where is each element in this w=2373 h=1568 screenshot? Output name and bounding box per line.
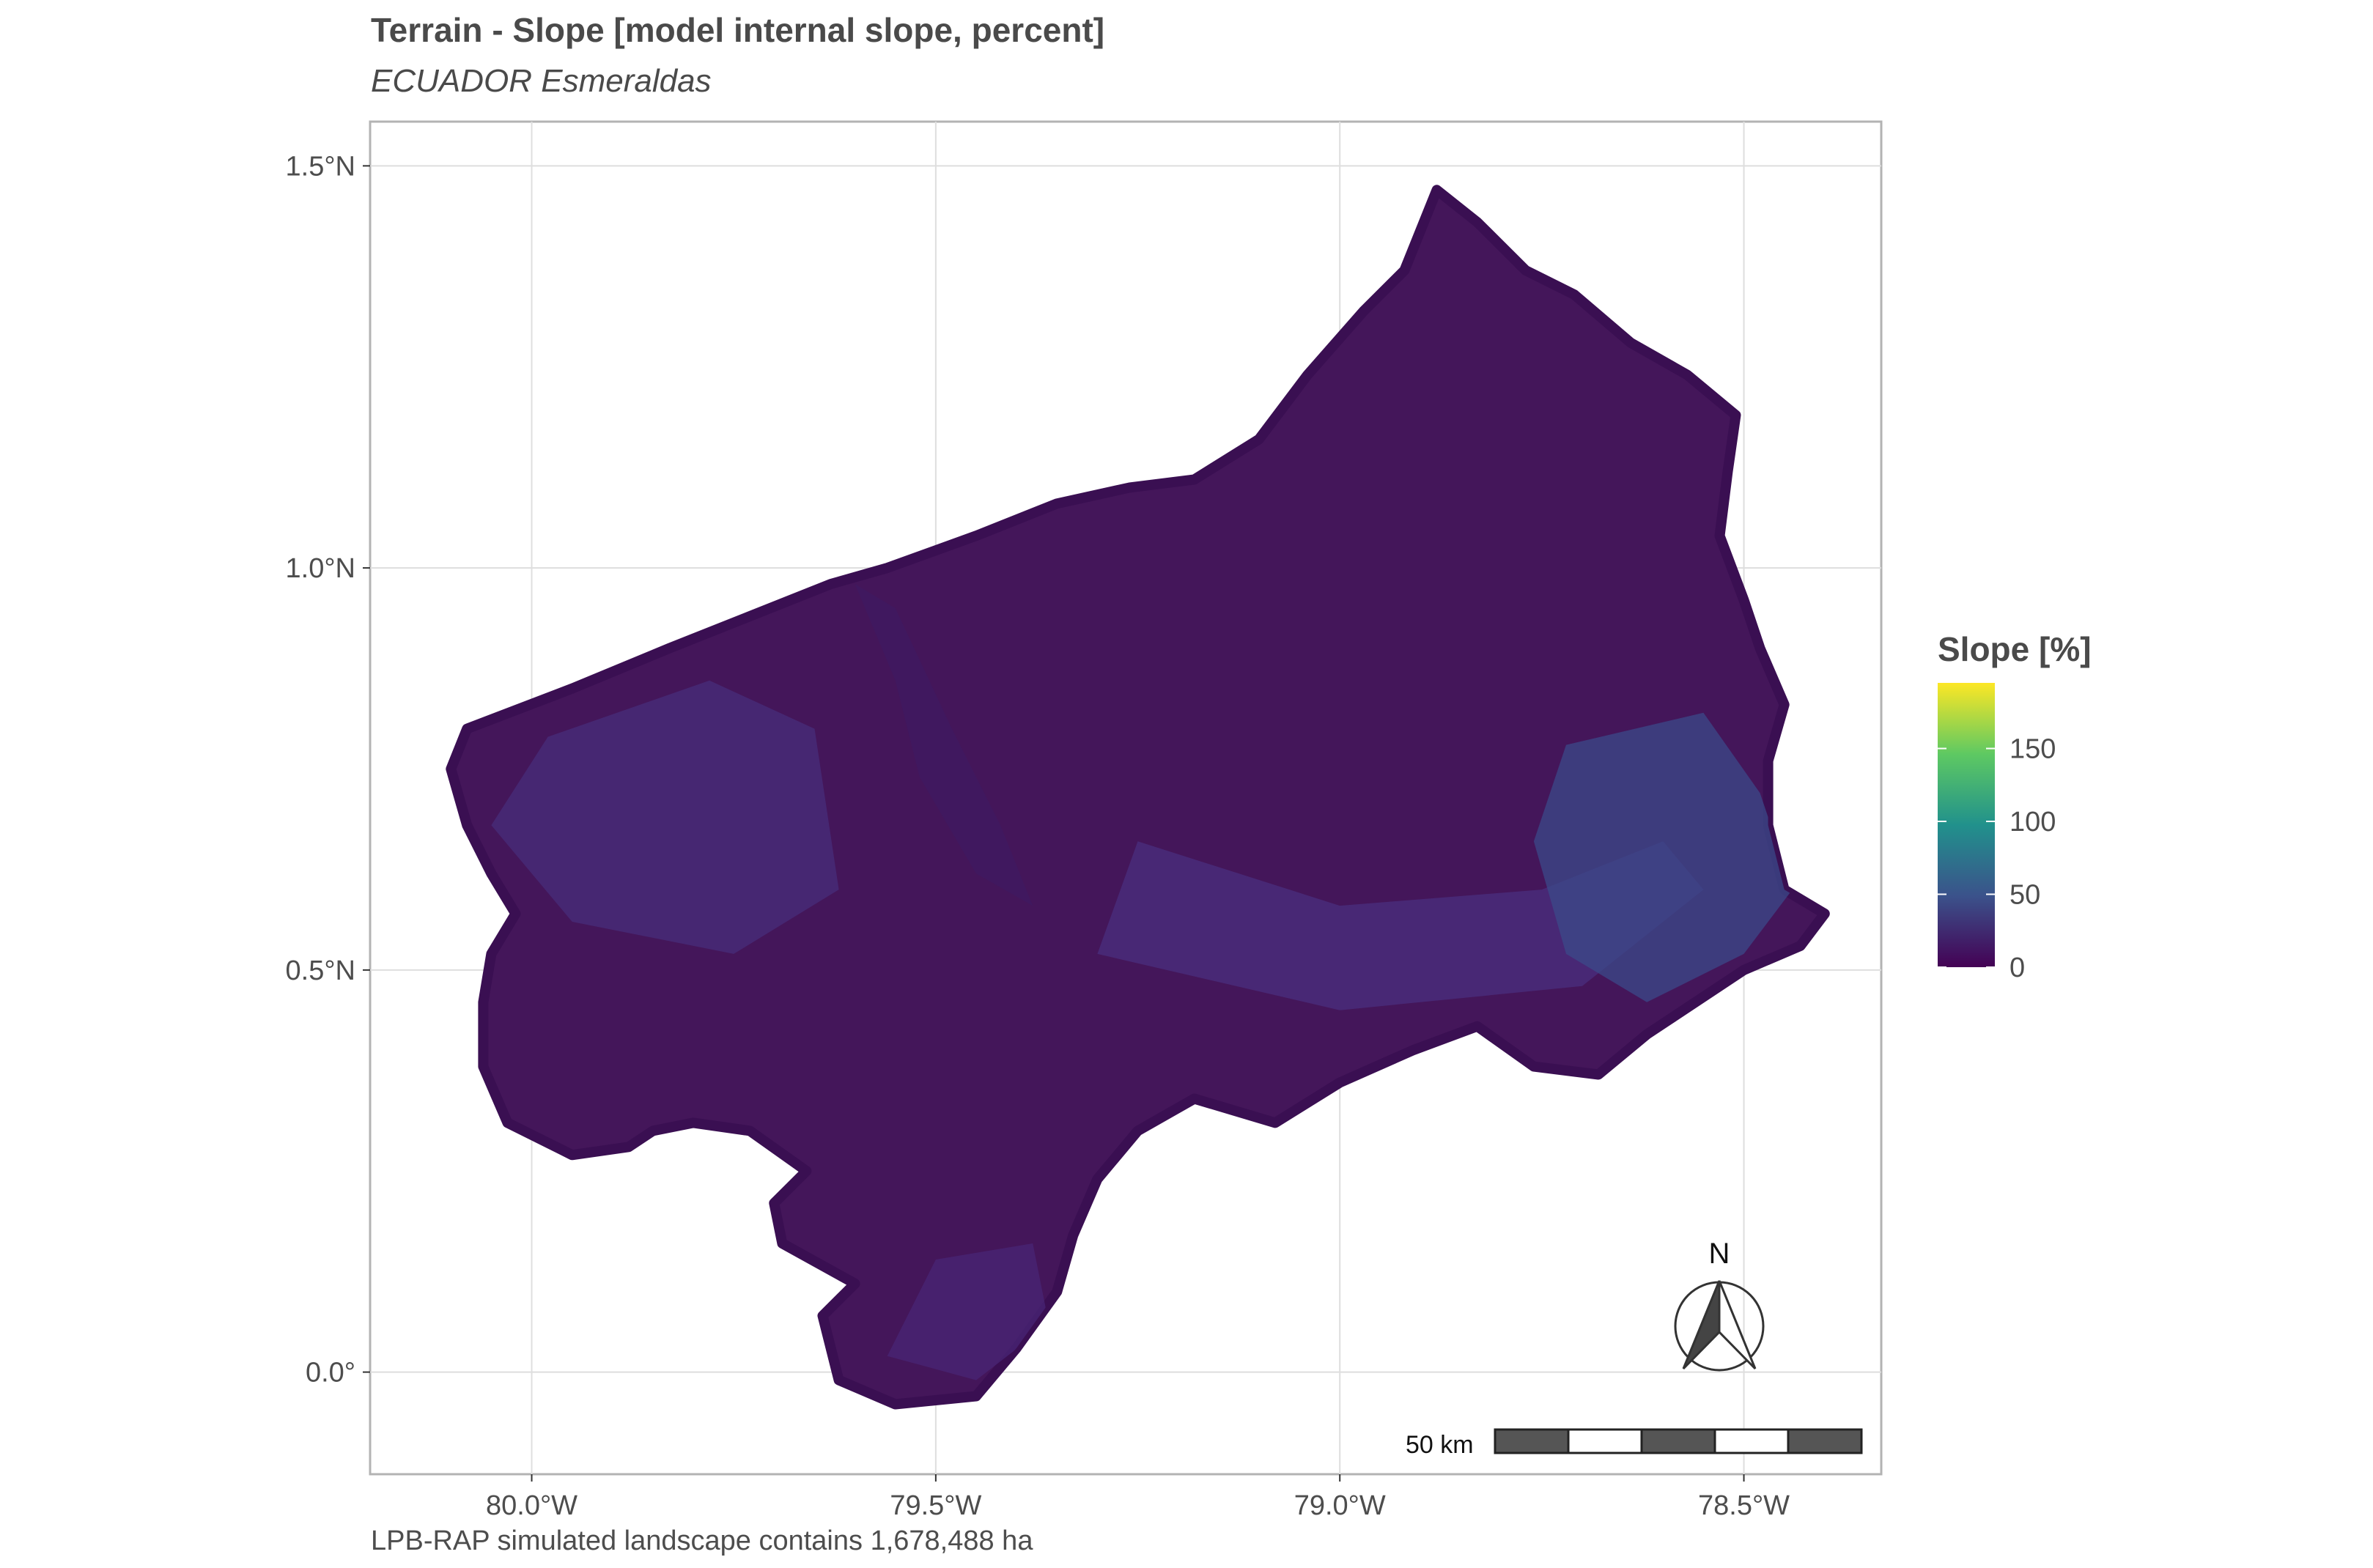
region-esmeraldas (446, 185, 1830, 1410)
legend-tick-label: 100 (2010, 807, 2056, 837)
slope-patch (1097, 841, 1704, 1010)
scale-bar: 50 km (1406, 1428, 1863, 1459)
legend-tick-label: 50 (2010, 880, 2040, 911)
slope-patch (855, 584, 1033, 906)
x-tick-label: 80.0°W (486, 1490, 577, 1521)
legend-tick-label: 150 (2010, 734, 2056, 765)
legend-colorbar (1938, 683, 1995, 967)
y-tick-label: 0.0° (306, 1358, 355, 1388)
y-tick-label: 0.5°N (286, 955, 355, 986)
scale-bar-segment (1787, 1428, 1863, 1454)
x-tick-label: 78.5°W (1698, 1490, 1790, 1521)
legend-ticks: 0 50 100 150 (1938, 734, 2056, 983)
region-layer (446, 185, 1830, 1410)
chart-title: Terrain - Slope [model internal slope, p… (371, 11, 1105, 49)
scale-bar-label: 50 km (1406, 1431, 1474, 1459)
north-arrow: N (1674, 1238, 1765, 1372)
north-arrow-label: N (1709, 1238, 1730, 1270)
legend-tick-label: 0 (2010, 953, 2025, 983)
y-tick-label: 1.5°N (286, 151, 355, 182)
y-axis: 1.5°N 1.0°N 0.5°N 0.0° (286, 151, 370, 1388)
y-tick-label: 1.0°N (286, 553, 355, 584)
legend-title: Slope [%] (1938, 630, 2092, 668)
slope-patch (887, 1243, 1049, 1380)
slope-patch (491, 680, 839, 954)
slope-texture (491, 584, 1793, 1380)
x-tick-label: 79.0°W (1294, 1490, 1386, 1521)
chart-subtitle: ECUADOR Esmeraldas (371, 63, 712, 99)
slope-patch (1533, 712, 1793, 1002)
north-arrow-icon-half (1718, 1280, 1757, 1370)
scale-bar-segment (1713, 1428, 1790, 1454)
scale-bar-segment (1640, 1428, 1716, 1454)
scale-bar-segment (1494, 1428, 1570, 1454)
legend: Slope [%] 0 50 100 150 (1938, 630, 2092, 983)
scale-bar-segment (1567, 1428, 1643, 1454)
x-axis: 80.0°W 79.5°W 79.0°W 78.5°W (486, 1474, 1790, 1521)
x-tick-label: 79.5°W (890, 1490, 981, 1521)
caption: LPB-RAP simulated landscape contains 1,6… (371, 1526, 1033, 1556)
